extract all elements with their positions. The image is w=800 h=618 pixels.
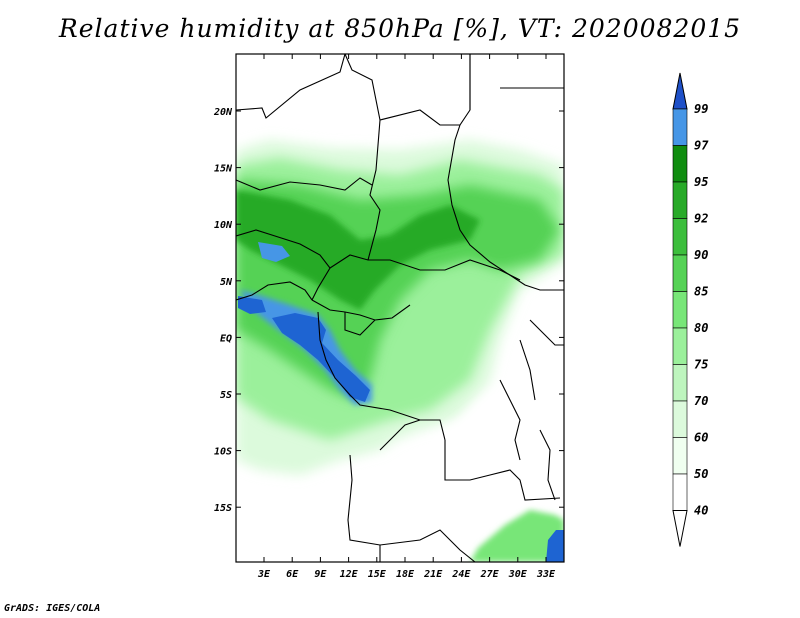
colorbar-segment [672,291,688,329]
colorbar-label: 85 [694,285,708,299]
boundary-lines [236,54,564,562]
colorbar-label: 70 [694,394,708,408]
colorbar-segment [672,473,688,511]
colorbar-label: 80 [694,321,708,335]
lat-label: 10S [214,447,232,458]
grads-credit: GrADS: IGES/COLA [4,603,101,614]
colorbar-segment [672,400,688,438]
colorbar-label: 60 [694,431,708,445]
lon-label: 3E [257,569,271,580]
longitude-axis: 3E 6E 9E 12E 15E 18E 21E 24E 27E 30E 33E [257,54,556,580]
humid-patch-southeast [470,510,564,562]
colorbar-label: 50 [694,467,708,481]
humidity-97-99-lake-patch [546,530,564,562]
colorbar-segment [672,181,688,219]
lon-label: 33E [536,569,556,580]
lat-label: 20N [213,107,233,118]
lat-label: 5N [220,277,233,288]
colorbar-label: 99 [694,102,708,116]
colorbar-label: 90 [694,248,708,262]
lat-label: 5S [220,390,232,401]
lon-label: 18E [396,569,415,580]
colorbar-segment [672,108,688,146]
lon-label: 27E [480,569,500,580]
lat-label: EQ [220,333,232,344]
humidity-97-99-coast-patch [238,296,266,314]
lat-label: 15N [214,164,233,175]
lon-label: 6E [286,569,299,580]
lon-label: 12E [340,569,359,580]
colorbar-label: 40 [694,504,708,518]
colorbar-segment [672,437,688,475]
colorbar-top-arrow [672,72,688,110]
colorbar-segment [672,218,688,256]
lon-label: 9E [314,569,327,580]
colorbar-segment [672,145,688,183]
colorbar-label: 75 [694,358,708,372]
colorbar-label: 95 [694,175,708,189]
latitude-axis: 20N 15N 10N 5N EQ 5S 10S 15S [213,107,564,514]
colorbar-segment [672,364,688,402]
lon-label: 15E [368,569,387,580]
map-title: Relative humidity at 850hPa [%], VT: 202… [58,14,742,43]
humidity-97-99-northwest-patch [258,242,290,262]
lon-label: 21E [423,569,443,580]
colorbar-bottom-arrow [672,510,688,547]
map-frame [235,53,565,563]
humidity-97-99-region [272,313,370,402]
colorbar-label: 97 [694,139,709,153]
humidity-field [236,54,564,562]
colorbar-segment [672,327,688,365]
lon-label: 30E [508,569,528,580]
colorbar: 99 97 95 92 90 85 80 75 70 60 50 40 [672,72,709,547]
colorbar-segment [672,254,688,292]
lat-label: 10N [214,220,233,231]
lat-label: 15S [214,503,232,514]
colorbar-label: 92 [694,212,708,226]
lon-label: 24E [451,569,471,580]
humidity-85-92-region [236,190,480,310]
